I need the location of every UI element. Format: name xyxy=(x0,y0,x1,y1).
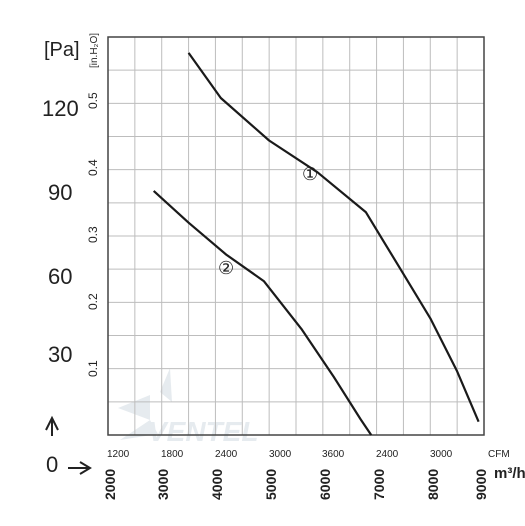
series-2-label: ② xyxy=(218,258,234,278)
cfm-tick-2400: 2400 xyxy=(215,449,238,460)
cfm-tick-3000-b: 3000 xyxy=(430,449,453,460)
y2-axis-unit: [in.H₂O] xyxy=(89,33,100,68)
m3h-tick-6000: 6000 xyxy=(317,469,333,500)
m3h-tick-5000: 5000 xyxy=(263,469,279,500)
y2-tick-0-3: 0.3 xyxy=(86,226,100,243)
m3h-tick-8000: 8000 xyxy=(425,469,441,500)
cfm-tick-2400-b: 2400 xyxy=(376,449,399,460)
m3h-tick-2000: 2000 xyxy=(102,469,118,500)
series-1-label: ① xyxy=(302,164,318,184)
m3h-tick-9000: 9000 xyxy=(473,469,489,500)
plot-frame xyxy=(107,36,485,436)
y2-tick-0-5: 0.5 xyxy=(86,92,100,109)
m3h-tick-3000: 3000 xyxy=(155,469,171,500)
y2-tick-0-4: 0.4 xyxy=(86,159,100,176)
y2-tick-0-1: 0.1 xyxy=(86,360,100,377)
x-axis-cfm: 1200 1800 2400 3000 3600 2400 3000 CFM xyxy=(107,449,510,460)
y-axis-left: [Pa] 120 90 60 30 0 xyxy=(42,39,92,477)
cfm-tick-1800: 1800 xyxy=(161,449,184,460)
m3h-tick-4000: 4000 xyxy=(209,469,225,500)
curve-series-2 xyxy=(152,190,373,436)
y-axis-secondary: [in.H₂O] 0.1 0.2 0.3 0.4 0.5 xyxy=(86,33,100,377)
cfm-tick-3000: 3000 xyxy=(269,449,292,460)
y-axis-unit-pa: [Pa] xyxy=(44,39,80,61)
right-arrow-icon xyxy=(68,461,92,475)
grid xyxy=(108,37,484,435)
m3h-tick-7000: 7000 xyxy=(371,469,387,500)
y-tick-30: 30 xyxy=(48,342,72,367)
y-tick-90: 90 xyxy=(48,180,72,205)
cfm-unit: CFM xyxy=(488,449,510,460)
up-arrow-icon xyxy=(45,415,59,436)
curves xyxy=(152,52,480,436)
cfm-tick-3600: 3600 xyxy=(322,449,345,460)
y-tick-60: 60 xyxy=(48,264,72,289)
y-tick-0: 0 xyxy=(46,452,58,477)
series-labels: ① ② xyxy=(218,164,318,278)
y-tick-120: 120 xyxy=(42,96,79,121)
m3h-unit: m³/h xyxy=(494,465,525,482)
watermark-text: VENTEL xyxy=(148,416,258,447)
curve-series-1 xyxy=(187,52,480,423)
y2-tick-0-2: 0.2 xyxy=(86,293,100,310)
x-axis-m3h: 2000 3000 4000 5000 6000 7000 8000 9000 … xyxy=(102,465,525,500)
cfm-tick-1200: 1200 xyxy=(107,449,130,460)
